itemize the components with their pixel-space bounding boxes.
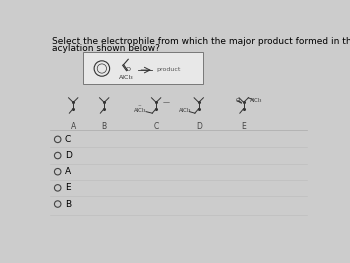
- Text: ⁻: ⁻: [138, 105, 142, 111]
- Text: D: D: [196, 122, 202, 132]
- Text: O: O: [235, 98, 240, 103]
- Text: AlCl₃: AlCl₃: [250, 98, 262, 103]
- Text: O: O: [126, 67, 131, 72]
- Text: AlCl₃: AlCl₃: [134, 108, 147, 113]
- Text: E: E: [65, 183, 70, 192]
- Text: B: B: [102, 122, 107, 132]
- Text: D: D: [65, 151, 71, 160]
- Text: C: C: [65, 135, 71, 144]
- Text: E: E: [241, 122, 246, 132]
- Text: —: —: [163, 99, 170, 105]
- Text: acylation shown below?: acylation shown below?: [51, 44, 159, 53]
- Text: Select the electrophile from which the major product formed in the Friedel Craft: Select the electrophile from which the m…: [51, 37, 350, 46]
- FancyBboxPatch shape: [83, 52, 203, 84]
- Text: A: A: [71, 122, 76, 132]
- Text: A: A: [65, 167, 71, 176]
- Text: product: product: [156, 67, 181, 72]
- Text: C: C: [154, 122, 159, 132]
- Text: AlCl₃: AlCl₃: [119, 75, 134, 80]
- Text: AlCl₃: AlCl₃: [178, 108, 191, 113]
- Text: B: B: [65, 200, 71, 209]
